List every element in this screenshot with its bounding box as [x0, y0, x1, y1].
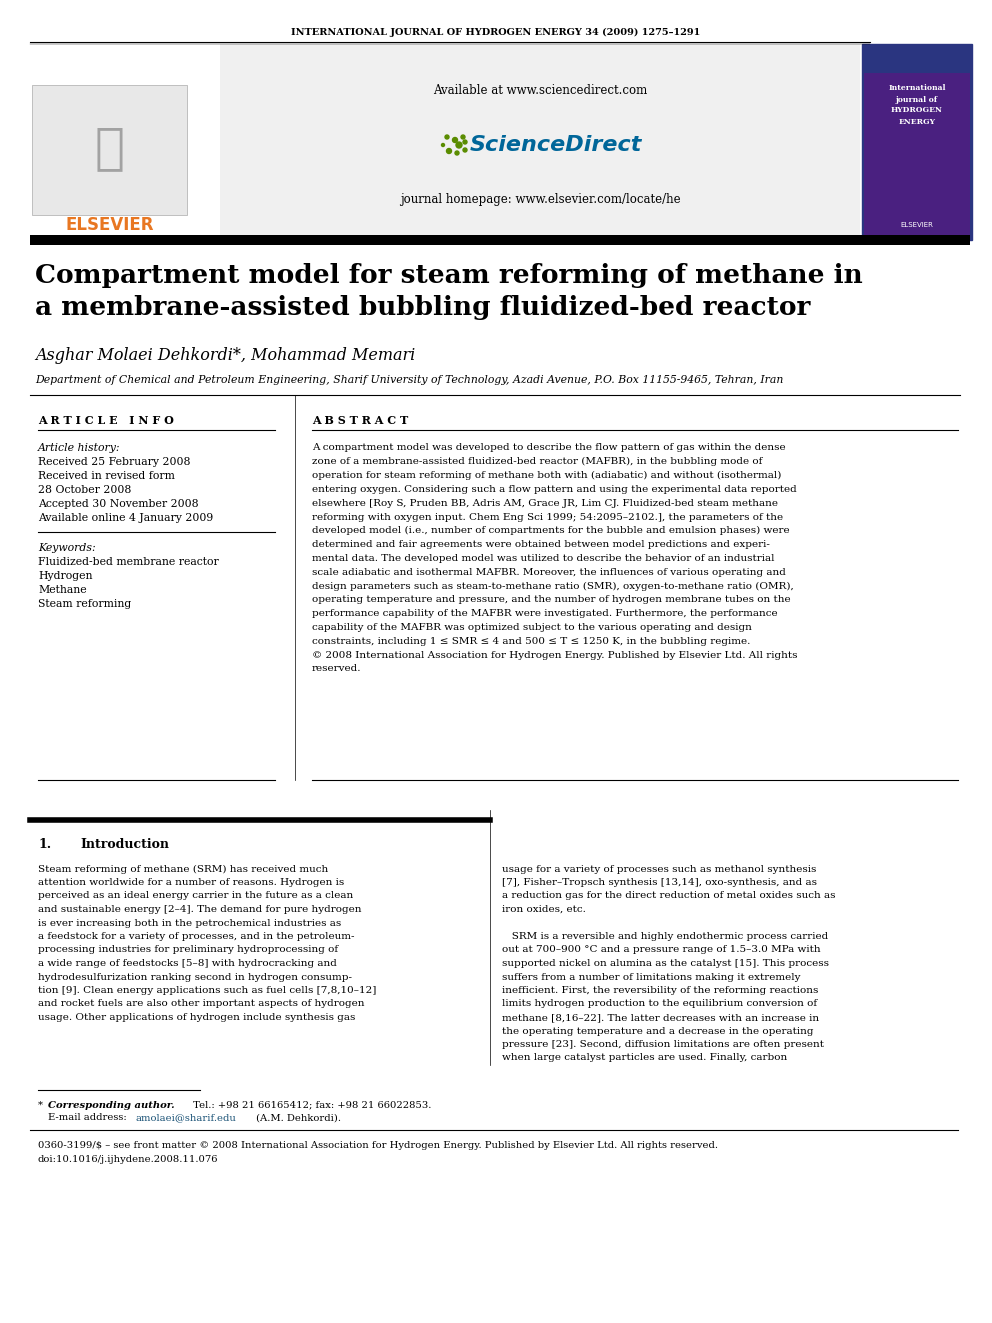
Text: 🌳: 🌳	[95, 124, 125, 172]
Bar	[862, 44, 972, 239]
Text: Introduction: Introduction	[80, 839, 169, 852]
Text: Fluidized-bed membrane reactor: Fluidized-bed membrane reactor	[38, 557, 219, 568]
Text: Received in revised form: Received in revised form	[38, 471, 175, 482]
Text: A B S T R A C T: A B S T R A C T	[312, 414, 409, 426]
Text: Received 25 February 2008: Received 25 February 2008	[38, 456, 190, 467]
Text: determined and fair agreements were obtained between model predictions and exper: determined and fair agreements were obta…	[312, 540, 770, 549]
Circle shape	[463, 140, 467, 144]
Text: processing industries for preliminary hydroprocessing of: processing industries for preliminary hy…	[38, 946, 338, 954]
Text: usage for a variety of processes such as methanol synthesis: usage for a variety of processes such as…	[502, 864, 816, 873]
Text: SRM is a reversible and highly endothermic process carried: SRM is a reversible and highly endotherm…	[502, 931, 828, 941]
Bar	[30, 44, 220, 239]
Text: (A.M. Dehkordi).: (A.M. Dehkordi).	[253, 1114, 341, 1122]
Text: a membrane-assisted bubbling fluidized-bed reactor: a membrane-assisted bubbling fluidized-b…	[35, 295, 810, 320]
Text: mental data. The developed model was utilized to describe the behavior of an ind: mental data. The developed model was uti…	[312, 554, 775, 562]
Text: a wide range of feedstocks [5–8] with hydrocracking and: a wide range of feedstocks [5–8] with hy…	[38, 959, 337, 968]
Text: when large catalyst particles are used. Finally, carbon: when large catalyst particles are used. …	[502, 1053, 788, 1062]
Text: journal homepage: www.elsevier.com/locate/he: journal homepage: www.elsevier.com/locat…	[400, 193, 681, 206]
Text: Compartment model for steam reforming of methane in: Compartment model for steam reforming of…	[35, 262, 863, 287]
Text: 0360-3199/$ – see front matter © 2008 International Association for Hydrogen Ene: 0360-3199/$ – see front matter © 2008 In…	[38, 1140, 718, 1150]
Text: reforming with oxygen input. Chem Eng Sci 1999; 54:2095–2102.], the parameters o: reforming with oxygen input. Chem Eng Sc…	[312, 512, 783, 521]
Text: INTERNATIONAL JOURNAL OF HYDROGEN ENERGY 34 (2009) 1275–1291: INTERNATIONAL JOURNAL OF HYDROGEN ENERGY…	[292, 28, 700, 37]
Text: reserved.: reserved.	[312, 664, 361, 673]
Circle shape	[461, 135, 465, 139]
Circle shape	[441, 143, 444, 147]
Text: inefficient. First, the reversibility of the reforming reactions: inefficient. First, the reversibility of…	[502, 986, 818, 995]
Text: and sustainable energy [2–4]. The demand for pure hydrogen: and sustainable energy [2–4]. The demand…	[38, 905, 361, 914]
Text: supported nickel on alumina as the catalyst [15]. This process: supported nickel on alumina as the catal…	[502, 959, 829, 968]
Text: a reduction gas for the direct reduction of metal oxides such as: a reduction gas for the direct reduction…	[502, 892, 835, 901]
Text: limits hydrogen production to the equilibrium conversion of: limits hydrogen production to the equili…	[502, 999, 817, 1008]
Text: Hydrogen: Hydrogen	[38, 572, 92, 581]
Text: E-mail address:: E-mail address:	[48, 1114, 130, 1122]
Text: and rocket fuels are also other important aspects of hydrogen: and rocket fuels are also other importan…	[38, 999, 364, 1008]
Text: Accepted 30 November 2008: Accepted 30 November 2008	[38, 499, 198, 509]
Text: zone of a membrane-assisted fluidized-bed reactor (MAFBR), in the bubbling mode : zone of a membrane-assisted fluidized-be…	[312, 458, 763, 467]
Text: doi:10.1016/j.ijhydene.2008.11.076: doi:10.1016/j.ijhydene.2008.11.076	[38, 1155, 218, 1164]
Text: Available online 4 January 2009: Available online 4 January 2009	[38, 513, 213, 523]
Text: out at 700–900 °C and a pressure range of 1.5–3.0 MPa with: out at 700–900 °C and a pressure range o…	[502, 946, 820, 954]
Circle shape	[452, 138, 457, 143]
Text: [7], Fisher–Tropsch synthesis [13,14], oxo-synthesis, and as: [7], Fisher–Tropsch synthesis [13,14], o…	[502, 878, 817, 886]
Circle shape	[446, 148, 451, 153]
Text: methane [8,16–22]. The latter decreases with an increase in: methane [8,16–22]. The latter decreases …	[502, 1013, 819, 1021]
Text: *: *	[38, 1101, 46, 1110]
Text: Methane: Methane	[38, 585, 86, 595]
Circle shape	[445, 135, 449, 139]
Text: Tel.: +98 21 66165412; fax: +98 21 66022853.: Tel.: +98 21 66165412; fax: +98 21 66022…	[190, 1101, 432, 1110]
Text: International
journal of
HYDROGEN
ENERGY: International journal of HYDROGEN ENERGY	[888, 85, 945, 126]
Text: capability of the MAFBR was optimized subject to the various operating and desig: capability of the MAFBR was optimized su…	[312, 623, 752, 632]
Text: ELSEVIER: ELSEVIER	[901, 222, 933, 228]
Text: pressure [23]. Second, diffusion limitations are often present: pressure [23]. Second, diffusion limitat…	[502, 1040, 824, 1049]
Text: © 2008 International Association for Hydrogen Energy. Published by Elsevier Ltd.: © 2008 International Association for Hyd…	[312, 651, 798, 659]
Text: performance capability of the MAFBR were investigated. Furthermore, the performa: performance capability of the MAFBR were…	[312, 609, 778, 618]
Text: A R T I C L E   I N F O: A R T I C L E I N F O	[38, 414, 174, 426]
Text: suffers from a number of limitations making it extremely: suffers from a number of limitations mak…	[502, 972, 801, 982]
Bar	[32, 85, 187, 216]
Text: attention worldwide for a number of reasons. Hydrogen is: attention worldwide for a number of reas…	[38, 878, 344, 886]
Text: Department of Chemical and Petroleum Engineering, Sharif University of Technolog: Department of Chemical and Petroleum Eng…	[35, 374, 784, 385]
Text: operation for steam reforming of methane both with (adiabatic) and without (isot: operation for steam reforming of methane…	[312, 471, 782, 480]
Text: Keywords:: Keywords:	[38, 542, 95, 553]
Text: hydrodesulfurization ranking second in hydrogen consump-: hydrodesulfurization ranking second in h…	[38, 972, 352, 982]
Text: Corresponding author.: Corresponding author.	[48, 1101, 175, 1110]
Text: iron oxides, etc.: iron oxides, etc.	[502, 905, 586, 914]
Bar	[864, 73, 970, 238]
Text: Steam reforming of methane (SRM) has received much: Steam reforming of methane (SRM) has rec…	[38, 864, 328, 873]
Text: ELSEVIER: ELSEVIER	[65, 216, 154, 234]
Text: perceived as an ideal energy carrier in the future as a clean: perceived as an ideal energy carrier in …	[38, 892, 353, 901]
Text: scale adiabatic and isothermal MAFBR. Moreover, the influences of various operat: scale adiabatic and isothermal MAFBR. Mo…	[312, 568, 786, 577]
Text: Asghar Molaei Dehkordi*, Mohammad Memari: Asghar Molaei Dehkordi*, Mohammad Memari	[35, 347, 416, 364]
Text: usage. Other applications of hydrogen include synthesis gas: usage. Other applications of hydrogen in…	[38, 1013, 355, 1021]
Text: elsewhere [Roy S, Pruden BB, Adris AM, Grace JR, Lim CJ. Fluidized-bed steam met: elsewhere [Roy S, Pruden BB, Adris AM, G…	[312, 499, 778, 508]
Bar	[220, 44, 860, 239]
Circle shape	[463, 148, 467, 152]
Text: Steam reforming: Steam reforming	[38, 599, 131, 609]
Text: developed model (i.e., number of compartments for the bubble and emulsion phases: developed model (i.e., number of compart…	[312, 527, 790, 536]
Text: tion [9]. Clean energy applications such as fuel cells [7,8,10–12]: tion [9]. Clean energy applications such…	[38, 986, 376, 995]
Text: 1.: 1.	[38, 839, 52, 852]
Text: 28 October 2008: 28 October 2008	[38, 486, 131, 495]
Text: amolaei@sharif.edu: amolaei@sharif.edu	[135, 1114, 236, 1122]
Text: constraints, including 1 ≤ SMR ≤ 4 and 500 ≤ T ≤ 1250 K, in the bubbling regime.: constraints, including 1 ≤ SMR ≤ 4 and 5…	[312, 636, 750, 646]
Text: ScienceDirect: ScienceDirect	[470, 135, 643, 155]
Text: operating temperature and pressure, and the number of hydrogen membrane tubes on: operating temperature and pressure, and …	[312, 595, 791, 605]
Text: entering oxygen. Considering such a flow pattern and using the experimental data: entering oxygen. Considering such a flow…	[312, 486, 797, 493]
Text: A compartment model was developed to describe the flow pattern of gas within the: A compartment model was developed to des…	[312, 443, 786, 452]
Circle shape	[456, 142, 462, 148]
Text: design parameters such as steam-to-methane ratio (SMR), oxygen-to-methane ratio : design parameters such as steam-to-metha…	[312, 581, 794, 590]
Bar	[30, 235, 970, 245]
Text: a feedstock for a variety of processes, and in the petroleum-: a feedstock for a variety of processes, …	[38, 931, 354, 941]
Text: Available at www.sciencedirect.com: Available at www.sciencedirect.com	[433, 83, 647, 97]
Text: the operating temperature and a decrease in the operating: the operating temperature and a decrease…	[502, 1027, 813, 1036]
Circle shape	[455, 151, 459, 155]
Text: Article history:: Article history:	[38, 443, 120, 452]
Text: is ever increasing both in the petrochemical industries as: is ever increasing both in the petrochem…	[38, 918, 341, 927]
